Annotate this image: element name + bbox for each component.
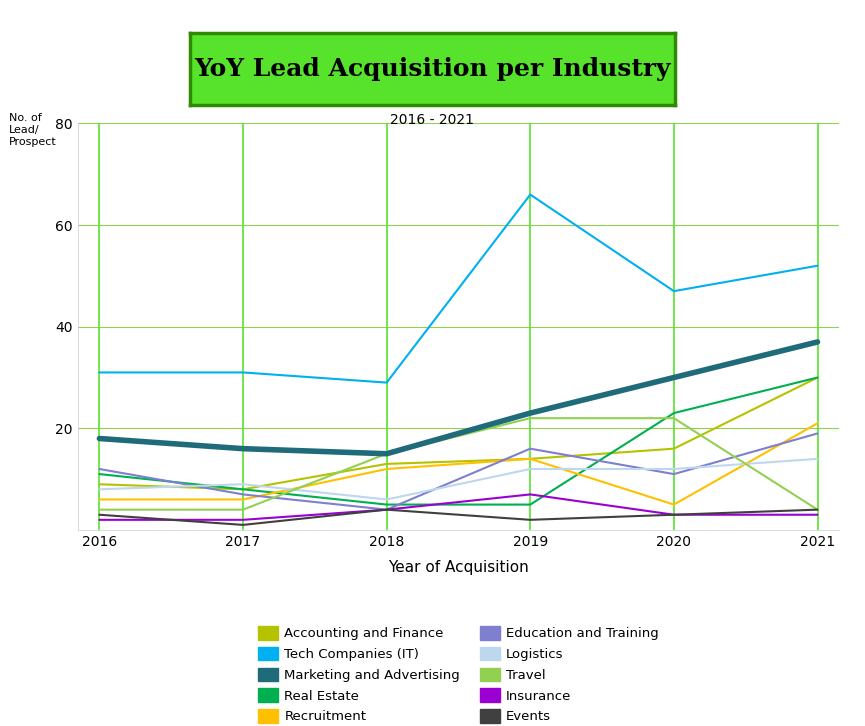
Legend: Accounting and Finance, Tech Companies (IT), Marketing and Advertising, Real Est: Accounting and Finance, Tech Companies (… [258, 626, 659, 724]
Text: No. of
Lead/
Prospect: No. of Lead/ Prospect [9, 113, 56, 147]
Text: 2016 - 2021: 2016 - 2021 [390, 113, 475, 126]
X-axis label: Year of Acquisition: Year of Acquisition [388, 560, 529, 575]
Text: YoY Lead Acquisition per Industry: YoY Lead Acquisition per Industry [195, 57, 670, 81]
